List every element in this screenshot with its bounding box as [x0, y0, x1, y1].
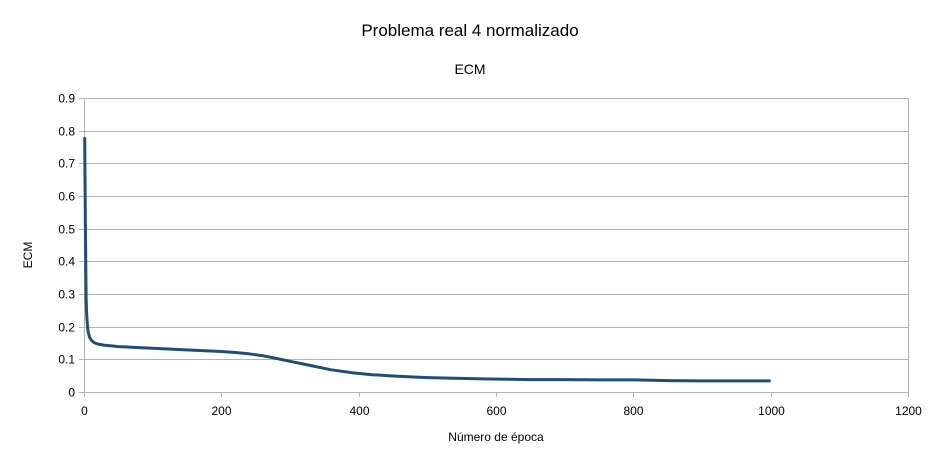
x-axis-label: Número de época	[448, 430, 544, 444]
series-line	[83, 137, 771, 383]
x-tick-label: 0	[81, 404, 88, 418]
x-tick-label: 1000	[758, 404, 785, 418]
tick-labels: 0 0.1 0.2 0.3 0.4 0.5 0.6 0.7 0.8 0.9 0 200 400 600 80…	[58, 92, 922, 419]
y-tick-label: 0.6	[58, 190, 75, 204]
y-tick-label: 0	[68, 386, 75, 400]
y-tick-label: 0.4	[58, 255, 75, 269]
y-axis-label: ECM	[21, 242, 35, 269]
y-tick-label: 0.9	[58, 92, 75, 106]
x-tick-label: 400	[349, 404, 369, 418]
grid	[84, 98, 908, 393]
chart-subtitle: ECM	[454, 61, 485, 77]
y-tick-label: 0.3	[58, 288, 75, 302]
x-tick-label: 800	[623, 404, 643, 418]
x-tick-label: 600	[486, 404, 506, 418]
y-tick-label: 0.5	[58, 223, 75, 237]
y-tick-label: 0.8	[58, 125, 75, 139]
x-tick-label: 200	[211, 404, 231, 418]
chart-title: Problema real 4 normalizado	[361, 21, 578, 40]
y-tick-label: 0.2	[58, 321, 75, 335]
y-tick-label: 0.7	[58, 157, 75, 171]
series-layer	[83, 137, 771, 383]
y-tick-label: 0.1	[58, 353, 75, 367]
x-tick-label: 1200	[895, 404, 922, 418]
